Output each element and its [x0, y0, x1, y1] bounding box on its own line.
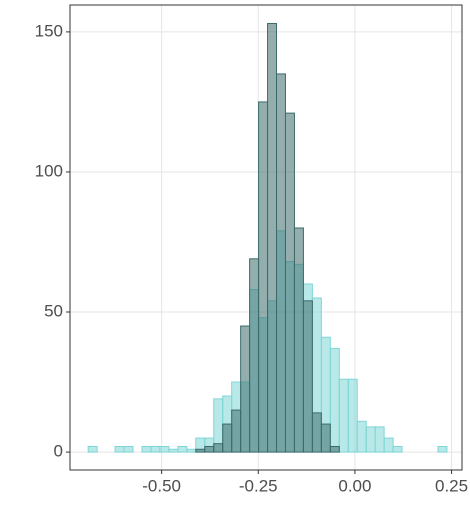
histogram-bar — [293, 227, 304, 453]
histogram-bar — [177, 445, 188, 453]
histogram-bar — [276, 73, 286, 453]
histogram-bar — [186, 448, 197, 453]
x-tick-label: 0.00 — [338, 476, 371, 495]
histogram-bar — [141, 445, 152, 453]
x-tick-label: -0.25 — [239, 476, 278, 495]
histogram-bar — [258, 101, 269, 453]
histogram-bar — [356, 420, 367, 453]
plot-border — [69, 4, 463, 471]
histogram-bar — [365, 426, 376, 453]
histogram-bar — [213, 443, 224, 453]
histogram-bar — [150, 445, 161, 453]
histogram-bar — [374, 426, 385, 453]
histogram-bar — [267, 22, 278, 453]
histogram-bar — [168, 448, 179, 453]
histogram-bar — [204, 445, 215, 453]
histogram-bar — [249, 258, 260, 453]
histogram-bar — [311, 412, 322, 453]
histogram-bar — [123, 445, 134, 453]
x-tick-label: -0.50 — [142, 476, 181, 495]
y-tick-label: 100 — [35, 161, 63, 180]
histogram-bar — [240, 325, 251, 453]
histogram-bar — [338, 378, 349, 453]
histogram-bar — [114, 445, 125, 453]
histogram-bar — [231, 409, 242, 453]
y-tick-label: 50 — [44, 301, 63, 320]
histogram-bar — [159, 445, 170, 453]
histogram-bar — [320, 423, 331, 453]
histogram-bar — [284, 112, 295, 453]
histogram-bar — [347, 378, 358, 453]
histogram-bar — [87, 445, 98, 453]
histogram-bar — [302, 300, 313, 453]
histogram-bar — [329, 347, 340, 453]
histogram-bar — [383, 437, 394, 453]
x-tick-label: 0.25 — [435, 476, 468, 495]
histogram-bar — [437, 445, 448, 453]
histogram-bar — [329, 445, 340, 453]
histogram-bar — [222, 423, 233, 453]
histogram-bar — [195, 448, 206, 453]
histogram-bar — [392, 445, 403, 453]
y-tick-label: 0 — [54, 442, 63, 461]
y-tick-label: 150 — [35, 21, 63, 40]
